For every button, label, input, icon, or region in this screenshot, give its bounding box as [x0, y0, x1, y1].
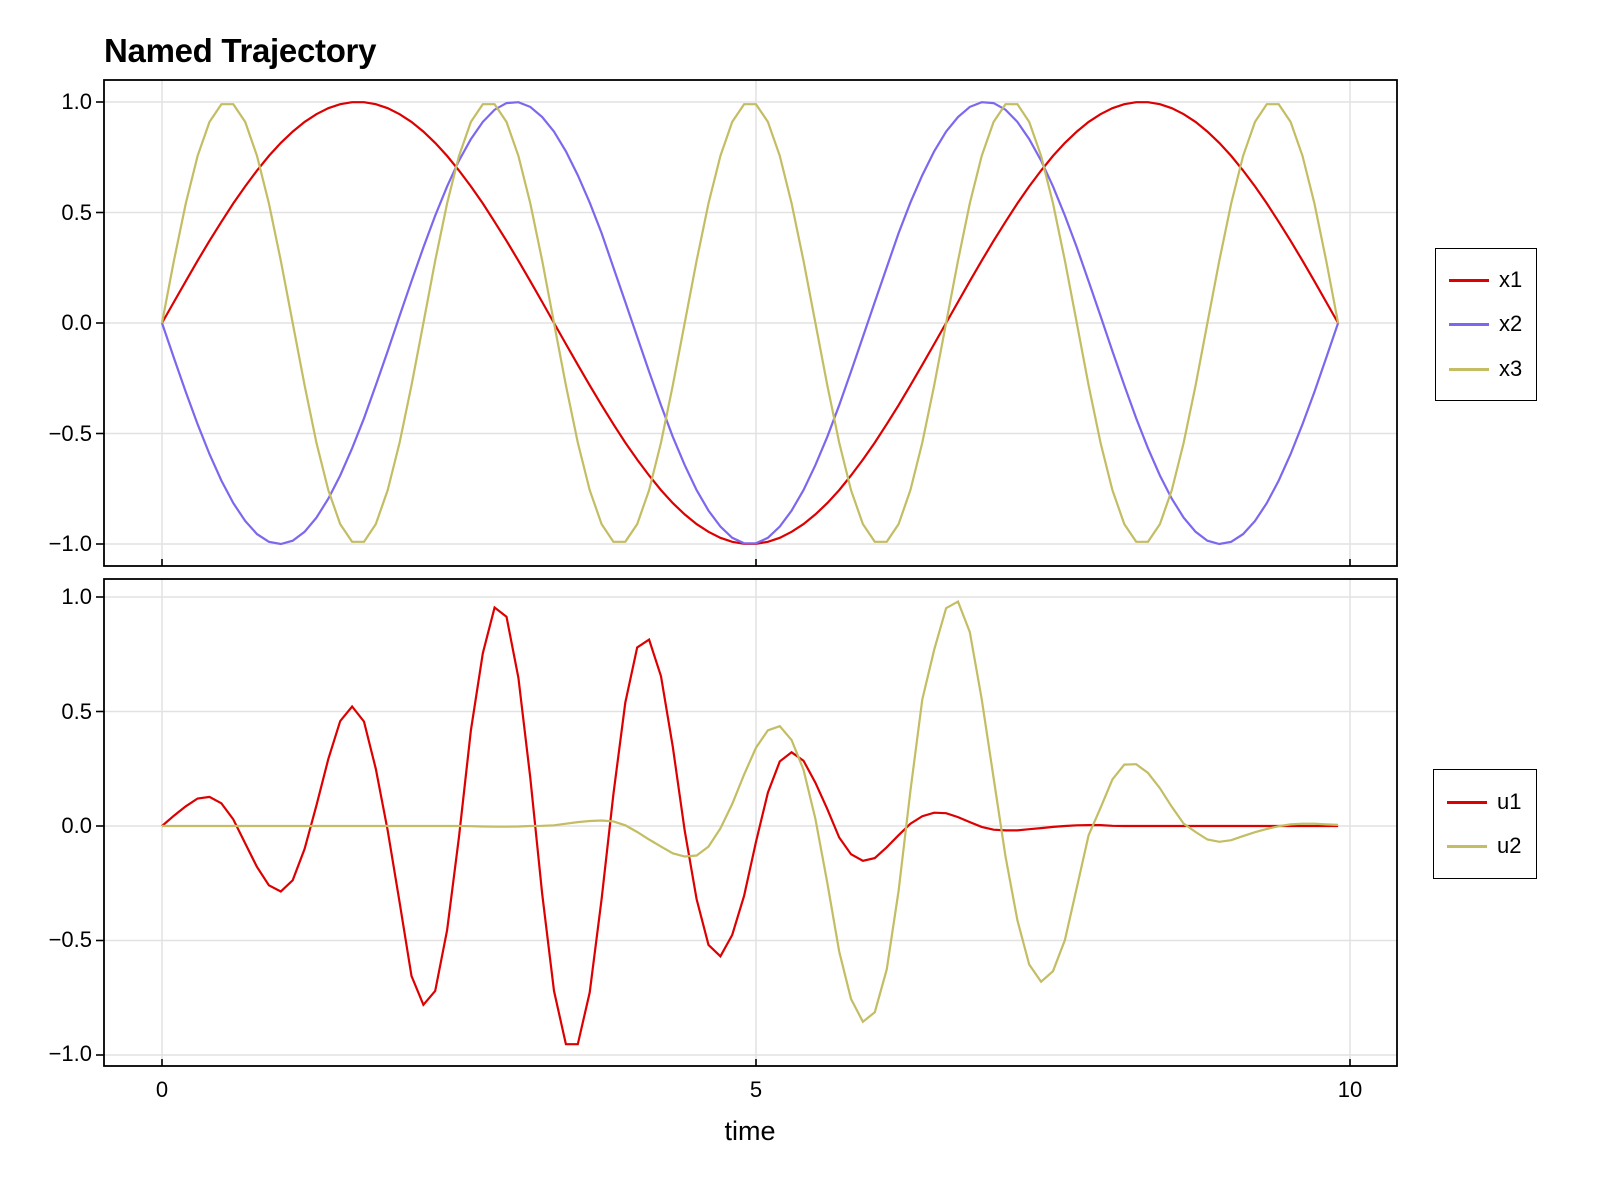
bottom-gridlines	[104, 579, 1397, 1066]
top-ytick-label: 1.0	[61, 89, 92, 114]
chart-title: Named Trajectory	[104, 32, 377, 69]
bottom-panel	[96, 578, 1398, 1067]
bottom-xtick-label: 0	[155, 1077, 169, 1102]
bottom-tick-marks	[96, 596, 1351, 1066]
top-ytick-label: 0.5	[61, 200, 92, 225]
series-line-u1	[161, 605, 1339, 1046]
legend-item-x1: x1	[1436, 265, 1522, 295]
legend-label: x2	[1499, 311, 1523, 336]
legend-label: x3	[1499, 356, 1523, 381]
legend-swatch-u1	[1447, 800, 1487, 804]
top-legend: x1 x2 x3	[1435, 248, 1537, 401]
bottom-xtick-label: 5	[749, 1077, 763, 1102]
bottom-xtick-label: 10	[1337, 1077, 1363, 1102]
top-ytick-label: −1.0	[48, 531, 92, 556]
top-series-lines	[160, 101, 1340, 546]
legend-label: u1	[1497, 789, 1522, 814]
legend-item-u1: u1	[1434, 787, 1521, 817]
top-tick-marks	[96, 101, 1351, 566]
legend-swatch-u2	[1447, 844, 1487, 848]
top-gridlines	[104, 80, 1397, 566]
bottom-ytick-label: 0.5	[61, 699, 92, 724]
top-panel	[96, 79, 1398, 567]
legend-item-x2: x2	[1436, 309, 1522, 339]
legend-label: x1	[1499, 267, 1523, 292]
bottom-legend: u1 u2	[1433, 769, 1537, 879]
legend-label: u2	[1497, 833, 1522, 858]
series-line-x3	[160, 103, 1340, 543]
bottom-series-lines	[161, 600, 1339, 1046]
bottom-ytick-label: 0.0	[61, 813, 92, 838]
bottom-ytick-label: 1.0	[61, 584, 92, 609]
legend-swatch-x1	[1449, 278, 1489, 282]
top-ytick-label: −0.5	[48, 421, 92, 446]
top-ytick-label: 0.0	[61, 310, 92, 335]
legend-item-x3: x3	[1436, 354, 1522, 384]
bottom-ytick-label: −0.5	[48, 927, 92, 952]
legend-item-u2: u2	[1434, 831, 1521, 861]
bottom-axis-frame	[103, 578, 1398, 1067]
series-line-x2	[160, 101, 1340, 546]
legend-swatch-x2	[1449, 322, 1489, 326]
bottom-ytick-label: −1.0	[48, 1041, 92, 1066]
series-line-u2	[162, 600, 1339, 1024]
x-axis-label: time	[724, 1116, 776, 1146]
legend-swatch-x3	[1449, 367, 1489, 371]
